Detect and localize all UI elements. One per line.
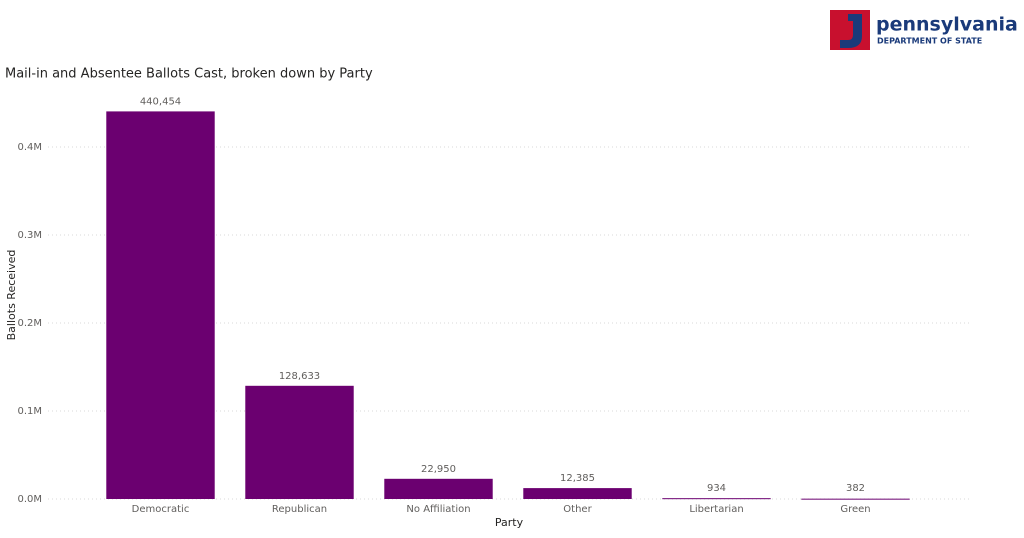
logo: pennsylvania DEPARTMENT OF STATE: [830, 10, 1018, 50]
x-tick-label: Democratic: [132, 504, 190, 515]
x-tick-label: Libertarian: [689, 504, 743, 515]
bar: [106, 111, 215, 499]
x-tick-label: Green: [840, 504, 870, 515]
y-tick-label: 0.4M: [17, 142, 42, 153]
y-tick-label: 0.1M: [17, 406, 42, 417]
y-tick-label: 0.2M: [17, 318, 42, 329]
data-label: 382: [846, 483, 865, 494]
data-label: 440,454: [140, 96, 181, 107]
x-axis-label: Party: [495, 516, 524, 529]
bar: [801, 498, 910, 500]
bar: [523, 488, 632, 499]
y-axis-label: Ballots Received: [5, 250, 18, 341]
data-label: 128,633: [279, 371, 320, 382]
x-tick-label: Republican: [272, 504, 327, 515]
y-tick-label: 0.0M: [17, 494, 42, 505]
logo-subtitle: DEPARTMENT OF STATE: [877, 37, 982, 46]
y-tick-label: 0.3M: [17, 230, 42, 241]
data-label: 22,950: [421, 464, 456, 475]
x-tick-label: Other: [563, 504, 592, 515]
chart-title: Mail-in and Absentee Ballots Cast, broke…: [5, 67, 373, 82]
logo-keystone: [840, 14, 862, 48]
bar: [245, 385, 354, 499]
logo-name: pennsylvania: [876, 14, 1018, 36]
bar: [662, 498, 771, 500]
bar: [384, 478, 493, 499]
data-label: 12,385: [560, 473, 595, 484]
x-tick-label: No Affiliation: [406, 504, 470, 515]
data-label: 934: [707, 483, 726, 494]
